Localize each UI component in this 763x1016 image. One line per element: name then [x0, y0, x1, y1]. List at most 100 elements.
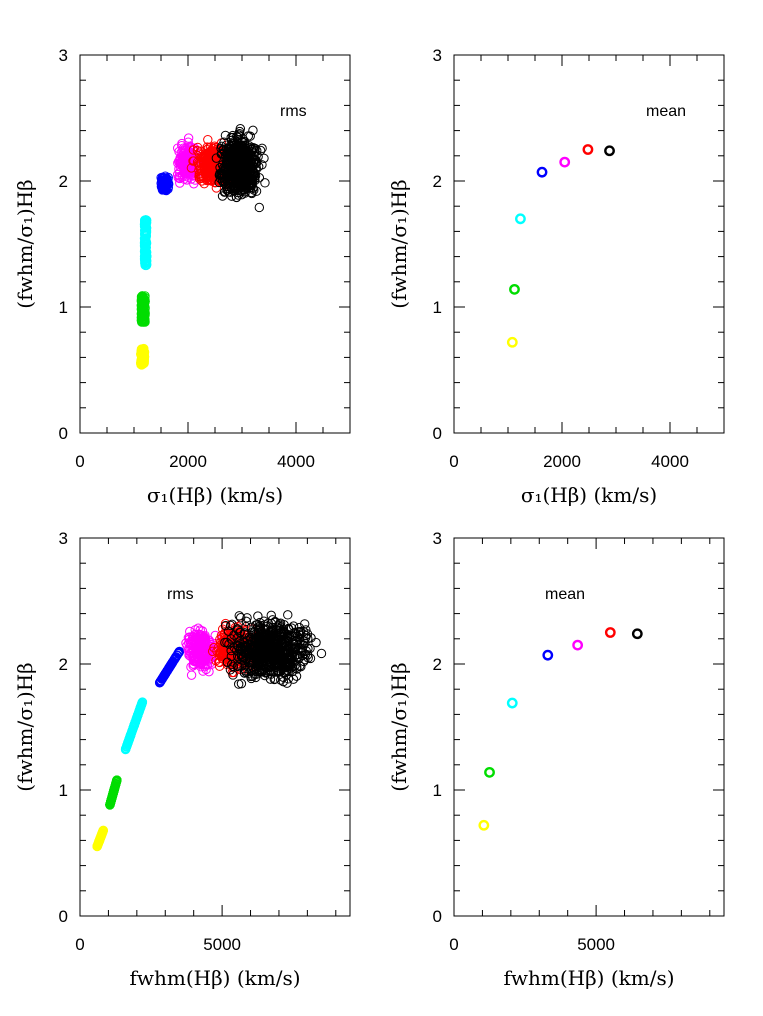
data-point — [260, 649, 271, 659]
data-point — [157, 673, 168, 684]
data-point — [299, 626, 309, 637]
data-point — [274, 641, 284, 652]
data-point — [290, 661, 300, 671]
mean-point — [515, 213, 526, 225]
data-point — [274, 651, 284, 661]
x-tick-label: 5000 — [577, 935, 615, 954]
data-point — [292, 652, 303, 662]
data-point — [211, 153, 222, 163]
data-point — [160, 668, 171, 679]
data-point — [183, 638, 194, 648]
data-point — [107, 790, 118, 800]
data-point — [253, 611, 263, 621]
data-point — [254, 173, 265, 183]
x-tick-label: 0 — [449, 935, 458, 954]
y-tick-label: 3 — [59, 529, 68, 548]
y-tick-label: 2 — [433, 655, 442, 674]
x-tick-label: 4000 — [277, 452, 315, 471]
mean-point — [572, 639, 584, 651]
x-tick-label: 0 — [75, 935, 84, 954]
data-point — [227, 167, 238, 177]
panel-top-left-rms: 0 2000 4000 0 1 2 3 σ₁(Hβ) (km/s) (fwhm/σ₁)Hβ rms — [13, 46, 351, 507]
panel-bottom-right-mean: 0 5000 0 1 2 3 fwhm(Hβ) (km/s) (fwhm/σ₁)Hβ mean — [387, 529, 725, 990]
panel-bottom-left-rms: 0 5000 0 1 2 3 fwhm(Hβ) (km/s) (fwhm/σ₁)Hβ rms — [13, 529, 351, 990]
data-point — [283, 610, 293, 620]
data-point — [251, 162, 261, 173]
data-point — [220, 637, 230, 648]
mean-point — [506, 336, 518, 348]
data-point — [158, 175, 168, 185]
data-point — [139, 239, 150, 249]
data-point — [254, 631, 264, 642]
data-point — [239, 664, 249, 674]
data-point — [231, 192, 242, 203]
data-point — [93, 840, 103, 850]
data-point — [278, 626, 289, 637]
data-point — [259, 666, 269, 676]
data-point — [169, 655, 179, 665]
data-point — [198, 633, 208, 643]
data-point — [283, 629, 293, 640]
data-point — [233, 679, 244, 689]
data-point — [235, 152, 246, 163]
y-tick-label: 0 — [59, 424, 68, 443]
y-tick-label: 2 — [59, 172, 68, 191]
data-point — [198, 655, 209, 666]
data-point — [200, 638, 210, 649]
data-point — [261, 644, 271, 654]
y-tick-label: 1 — [59, 298, 68, 317]
data-point — [228, 670, 238, 680]
data-point — [185, 651, 195, 661]
mean-point — [509, 283, 520, 295]
data-point — [266, 666, 276, 677]
data-point — [134, 705, 145, 716]
data-point — [267, 622, 278, 633]
data-point — [220, 130, 231, 141]
data-point — [300, 633, 311, 643]
data-point — [124, 735, 134, 746]
data-point — [225, 172, 235, 182]
data-point — [223, 187, 234, 197]
data-point — [204, 666, 214, 677]
data-point — [243, 162, 254, 173]
panel-annotation: mean — [545, 586, 585, 603]
data-point — [259, 153, 269, 163]
plot-frame — [79, 54, 351, 434]
data-point — [295, 626, 306, 637]
data-point — [287, 643, 298, 653]
mean-point — [536, 166, 548, 178]
data-point — [231, 183, 241, 193]
data-point — [294, 634, 305, 644]
data-point — [140, 222, 150, 233]
data-point — [239, 165, 249, 175]
data-point — [270, 617, 280, 628]
data-point — [198, 644, 208, 654]
mean-point — [604, 627, 616, 638]
y-tick-label: 0 — [433, 907, 442, 926]
data-point — [126, 730, 136, 740]
panel-top-right-mean: 0 2000 4000 0 1 2 3 σ₁(Hβ) (km/s) (fwhm/σ₁)Hβ mea… — [387, 46, 725, 507]
data-point — [136, 346, 147, 356]
y-axis-label: (fwhm/σ₁)Hβ — [13, 179, 37, 308]
data-point — [241, 621, 251, 632]
data-point — [316, 648, 327, 659]
y-axis-label: (fwhm/σ₁)Hβ — [387, 662, 411, 791]
y-tick-label: 1 — [433, 781, 442, 800]
panel-annotation: rms — [167, 586, 194, 603]
x-tick-label: 5000 — [203, 935, 241, 954]
panel-annotation: mean — [646, 103, 686, 120]
data-point — [140, 219, 150, 229]
data-point — [203, 134, 213, 145]
data-point — [226, 645, 236, 656]
y-tick-label: 3 — [433, 529, 442, 548]
data-point — [240, 170, 251, 181]
y-tick-label: 2 — [59, 655, 68, 674]
data-point — [140, 291, 150, 301]
x-tick-label: 2000 — [543, 452, 581, 471]
data-point — [242, 613, 252, 623]
data-point — [251, 666, 262, 677]
data-point — [235, 145, 246, 155]
data-point — [260, 178, 270, 188]
data-point — [193, 623, 203, 633]
data-point — [236, 661, 247, 671]
